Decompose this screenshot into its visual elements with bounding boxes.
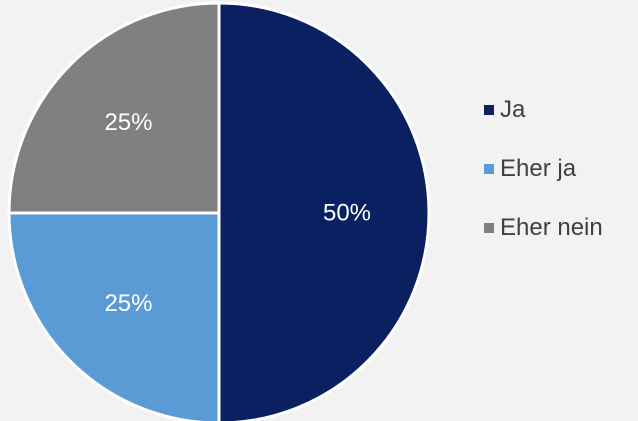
legend-swatch — [484, 223, 494, 233]
slice-label: 25% — [104, 109, 152, 136]
legend-item: Ja — [458, 95, 603, 125]
slice-label: 25% — [104, 290, 152, 317]
legend-item: Eher ja — [458, 154, 603, 184]
legend-label: Ja — [500, 96, 526, 123]
legend-label: Eher ja — [500, 155, 577, 182]
legend-swatch — [484, 105, 494, 115]
legend-item: Eher nein — [458, 213, 603, 243]
slice-label: 50% — [323, 200, 371, 227]
pie-slice — [7, 211, 221, 421]
legend-label: Eher nein — [500, 214, 603, 241]
legend: Ja Eher ja Eher nein — [458, 95, 603, 272]
pie-slice — [217, 1, 431, 421]
legend-swatch — [484, 164, 494, 174]
pie-slice — [7, 1, 221, 215]
